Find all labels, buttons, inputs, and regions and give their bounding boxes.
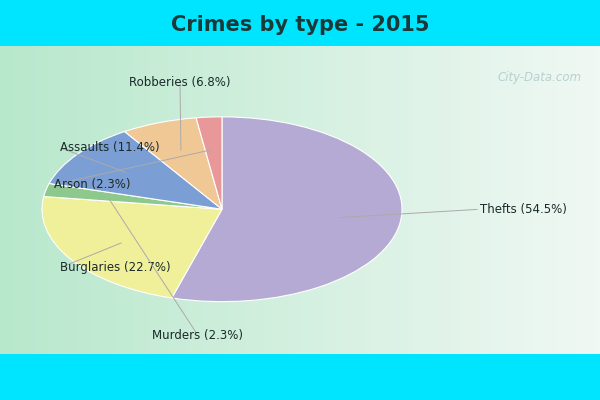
Wedge shape xyxy=(42,196,222,298)
Wedge shape xyxy=(125,118,222,209)
Wedge shape xyxy=(49,132,222,209)
Text: Arson (2.3%): Arson (2.3%) xyxy=(54,178,131,191)
Text: Robberies (6.8%): Robberies (6.8%) xyxy=(129,76,231,90)
Text: Crimes by type - 2015: Crimes by type - 2015 xyxy=(171,15,429,35)
Text: Burglaries (22.7%): Burglaries (22.7%) xyxy=(60,261,170,274)
Wedge shape xyxy=(196,117,222,209)
Text: Assaults (11.4%): Assaults (11.4%) xyxy=(60,141,160,154)
Text: Thefts (54.5%): Thefts (54.5%) xyxy=(480,203,567,216)
Wedge shape xyxy=(172,117,402,302)
Text: City-Data.com: City-Data.com xyxy=(498,71,582,84)
Wedge shape xyxy=(44,184,222,209)
Text: Murders (2.3%): Murders (2.3%) xyxy=(152,329,244,342)
